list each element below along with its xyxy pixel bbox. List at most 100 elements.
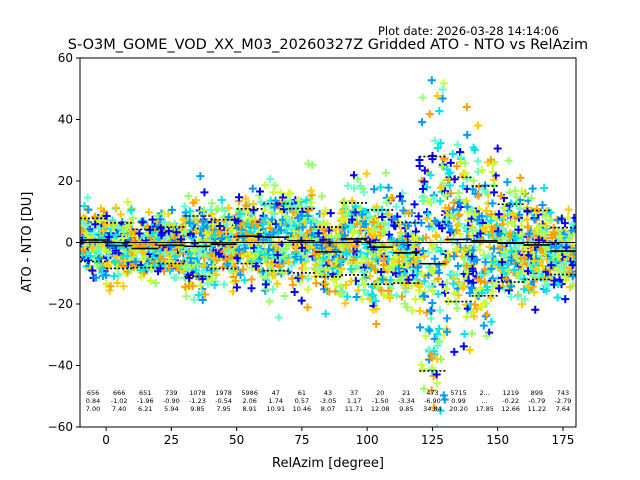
scatter-point — [538, 200, 547, 209]
scatter-point — [425, 110, 434, 119]
scatter-point — [415, 282, 424, 291]
scatter-point — [399, 206, 408, 215]
scatter-point — [488, 287, 497, 296]
scatter-point — [474, 191, 483, 200]
scatter-point — [469, 176, 478, 185]
scatter-point — [550, 276, 559, 285]
scatter-point — [479, 223, 488, 232]
scatter-point — [468, 226, 477, 235]
scatter-point — [188, 281, 197, 290]
scatter-point — [428, 287, 437, 296]
bin-stats: 61 0.57 10.46 — [293, 389, 312, 413]
scatter-point — [401, 258, 410, 267]
scatter-point — [497, 191, 506, 200]
scatter-point — [401, 287, 410, 296]
scatter-point — [386, 275, 395, 284]
scatter-point — [536, 221, 545, 230]
scatter-point — [411, 295, 420, 304]
scatter-point — [138, 248, 147, 257]
scatter-point — [363, 224, 372, 233]
scatter-point — [301, 264, 310, 273]
scatter-point — [527, 194, 536, 203]
bin-stats: 739 -0.90 5.94 — [163, 389, 180, 413]
scatter-point — [86, 252, 95, 261]
scatter-point — [459, 283, 468, 292]
scatter-point — [489, 180, 498, 189]
scatter-point — [141, 253, 150, 262]
scatter-point — [392, 202, 401, 211]
scatter-point — [444, 222, 453, 231]
scatter-point — [247, 284, 256, 293]
scatter-point — [199, 217, 208, 226]
scatter-point — [456, 157, 465, 166]
scatter-point — [296, 228, 305, 237]
scatter-point — [221, 227, 230, 236]
scatter-point — [303, 285, 312, 294]
scatter-point — [240, 276, 249, 285]
scatter-point — [530, 215, 539, 224]
scatter-point — [265, 297, 274, 306]
scatter-point — [236, 270, 245, 279]
scatter-point — [384, 287, 393, 296]
scatter-point — [442, 215, 451, 224]
scatter-point — [349, 256, 358, 265]
scatter-point — [131, 257, 140, 266]
scatter-point — [415, 307, 424, 316]
scatter-point — [350, 184, 359, 193]
scatter-point — [459, 182, 468, 191]
scatter-point — [463, 130, 472, 139]
scatter-point — [178, 239, 187, 248]
scatter-point — [218, 263, 227, 272]
scatter-point — [433, 378, 442, 387]
y-tick-label: 20 — [58, 174, 73, 188]
scatter-point — [222, 220, 231, 229]
scatter-point — [294, 196, 303, 205]
scatter-point — [156, 264, 165, 273]
scatter-point — [270, 203, 279, 212]
scatter-point — [228, 287, 237, 296]
scatter-point — [82, 229, 91, 238]
scatter-point — [468, 206, 477, 215]
scatter-point — [235, 209, 244, 218]
scatter-point — [370, 185, 379, 194]
scatter-point — [432, 245, 441, 254]
y-axis-label: ATO - NTO [DU] — [20, 192, 35, 293]
scatter-point — [187, 233, 196, 242]
scatter-point — [493, 144, 502, 153]
scatter-point — [439, 179, 448, 188]
scatter-point — [507, 292, 516, 301]
scatter-point — [441, 191, 450, 200]
scatter-point — [415, 161, 424, 170]
scatter-point — [481, 258, 490, 267]
scatter-point — [470, 257, 479, 266]
scatter-point — [484, 252, 493, 261]
scatter-point — [398, 253, 407, 262]
scatter-point — [409, 271, 418, 280]
scatter-point — [180, 202, 189, 211]
scatter-point — [475, 245, 484, 254]
y-tick-label: 60 — [58, 51, 73, 65]
x-tick-label: 150 — [486, 433, 509, 447]
scatter-point — [224, 203, 233, 212]
scatter-point — [337, 257, 346, 266]
scatter-point — [512, 193, 521, 202]
scatter-point — [407, 264, 416, 273]
scatter-point — [507, 256, 516, 265]
scatter-point — [550, 229, 559, 238]
scatter-point — [241, 244, 250, 253]
scatter-point — [427, 314, 436, 323]
scatter-point — [430, 334, 439, 343]
scatter-point — [200, 261, 209, 270]
scatter-point — [429, 403, 438, 412]
scatter-point — [304, 159, 313, 168]
scatter-point — [337, 264, 346, 273]
scatter-point — [120, 256, 129, 265]
scatter-point — [290, 288, 299, 297]
scatter-point — [347, 265, 356, 274]
scatter-point — [273, 279, 282, 288]
scatter-point — [321, 309, 330, 318]
scatter-point — [404, 221, 413, 230]
scatter-point — [482, 310, 491, 319]
scatter-point — [343, 181, 352, 190]
scatter-point — [380, 227, 389, 236]
